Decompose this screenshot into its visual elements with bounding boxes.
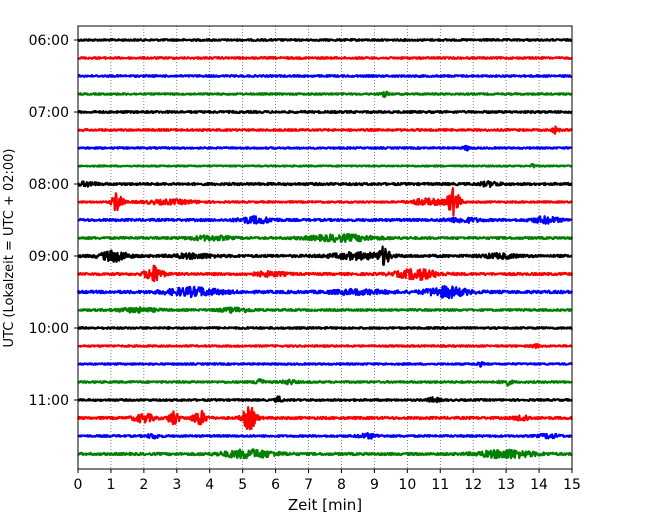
grid-lines xyxy=(110,26,540,469)
x-tick-label: 14 xyxy=(530,477,548,493)
seismic-trace xyxy=(77,245,573,266)
x-tick-label: 1 xyxy=(106,477,115,493)
x-tick-label: 0 xyxy=(74,477,83,493)
seismic-trace xyxy=(77,360,573,368)
x-tick-label: 4 xyxy=(205,477,214,493)
seismic-trace xyxy=(77,378,573,387)
seismic-trace xyxy=(76,406,573,431)
x-axis-label: Zeit [min] xyxy=(288,496,362,514)
y-axis-ticks: 06:00 07:00 08:00 09:00 10:00 11:00 xyxy=(29,33,78,409)
x-tick-label: 13 xyxy=(497,477,515,493)
seismic-trace xyxy=(77,125,573,135)
x-tick-label: 8 xyxy=(337,477,346,493)
seismic-trace xyxy=(77,233,574,244)
seismic-trace xyxy=(76,264,574,283)
x-tick-label: 12 xyxy=(464,477,482,493)
x-axis-ticks: 0 1 2 3 4 5 6 7 8 9 10 11 12 13 14 15 xyxy=(74,469,581,493)
seismic-trace xyxy=(77,38,573,42)
plot-background xyxy=(78,26,572,469)
seismic-trace xyxy=(77,56,573,60)
seismic-trace xyxy=(77,306,573,314)
seismic-trace xyxy=(76,284,574,300)
x-tick-label: 11 xyxy=(431,477,449,493)
y-tick-label: 10:00 xyxy=(29,321,69,337)
seismic-trace xyxy=(77,162,573,169)
y-tick-label: 11:00 xyxy=(29,393,69,409)
y-tick-label: 08:00 xyxy=(29,177,69,193)
x-tick-label: 7 xyxy=(304,477,313,493)
x-tick-label: 2 xyxy=(139,477,148,493)
x-tick-label: 3 xyxy=(172,477,181,493)
seismic-trace xyxy=(77,187,573,217)
y-tick-label: 07:00 xyxy=(29,105,69,121)
seismic-trace xyxy=(77,342,573,350)
seismic-trace xyxy=(76,395,573,404)
seismic-trace xyxy=(77,448,573,460)
x-tick-label: 9 xyxy=(370,477,379,493)
x-tick-label: 5 xyxy=(238,477,247,493)
y-tick-label: 09:00 xyxy=(29,249,69,265)
seismic-trace xyxy=(77,144,573,152)
seismic-trace xyxy=(77,180,573,189)
trace-group xyxy=(76,38,574,460)
plot-frame xyxy=(77,25,573,470)
seismic-trace xyxy=(77,109,573,115)
seismic-trace xyxy=(77,432,573,440)
y-axis-label: UTC (Lokalzeit = UTC + 02:00) xyxy=(2,149,17,348)
seismic-trace xyxy=(77,214,573,225)
x-tick-label: 6 xyxy=(271,477,280,493)
x-tick-label: 10 xyxy=(398,477,416,493)
y-tick-label: 06:00 xyxy=(29,33,69,49)
x-tick-label: 15 xyxy=(563,477,581,493)
seismic-trace xyxy=(76,326,573,330)
seismic-trace xyxy=(77,90,573,99)
seismic-trace xyxy=(77,74,573,78)
